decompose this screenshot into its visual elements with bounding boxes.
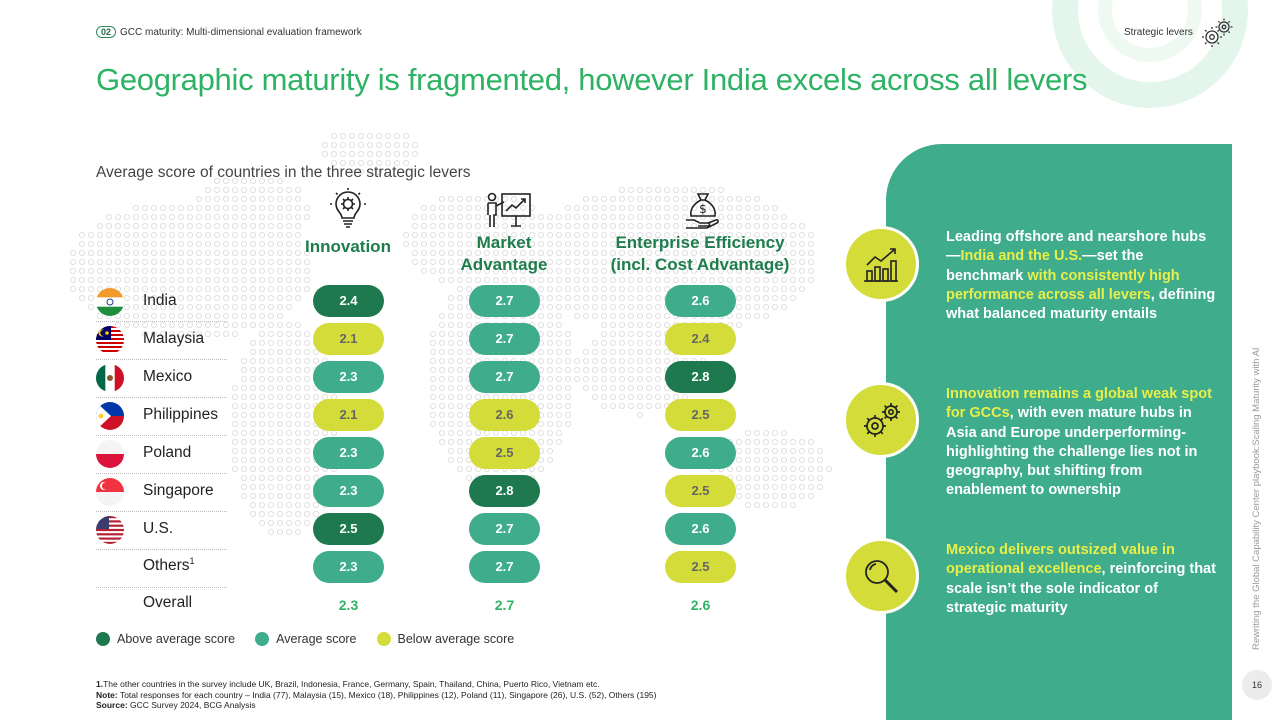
country-row-mexico: Mexico <box>96 360 227 398</box>
score-pill-innovation-us: 2.5 <box>313 513 384 545</box>
philippines-flag-icon <box>96 402 124 430</box>
score-pill-market-us: 2.7 <box>469 513 540 545</box>
gears-icon <box>1202 18 1233 47</box>
score-pill-efficiency-mexico: 2.8 <box>665 361 736 393</box>
country-row-philippines: Philippines <box>96 398 227 436</box>
score-pill-market-philippines: 2.6 <box>469 399 540 431</box>
section-number: 02 <box>96 26 117 38</box>
score-pill-market-poland: 2.5 <box>469 437 540 469</box>
country-row-malaysia: Malaysia <box>96 322 227 360</box>
country-name: Poland <box>143 444 192 461</box>
footnote-1: 1.The other countries in the survey incl… <box>96 679 600 689</box>
score-pill-efficiency-poland: 2.6 <box>665 437 736 469</box>
overall-score-innovation: 2.3 <box>338 597 359 613</box>
score-pill-efficiency-india: 2.6 <box>665 285 736 317</box>
chart-subtitle: Average score of countries in the three … <box>96 164 471 181</box>
score-pill-innovation-poland: 2.3 <box>313 437 384 469</box>
overall-score-efficiency: 2.6 <box>690 597 711 613</box>
score-pill-innovation-india: 2.4 <box>313 285 384 317</box>
footnote-note: Note: Total responses for each country –… <box>96 689 657 700</box>
mexico-flag-icon <box>96 364 124 392</box>
lever-header-innovation: Innovation <box>305 237 391 256</box>
score-pill-efficiency-us: 2.6 <box>665 513 736 545</box>
score-pill-innovation-others: 2.3 <box>313 551 384 583</box>
country-row-singapore: Singapore <box>96 474 227 512</box>
lever-header-market-advantage: Market Advantage <box>460 233 548 274</box>
country-name: Others1 <box>143 556 195 575</box>
insight-text-2: Innovation remains a global weak spot fo… <box>946 386 1212 499</box>
magnifier-icon <box>865 560 899 594</box>
poland-flag-icon <box>96 440 124 468</box>
country-row-us: U.S. <box>96 512 227 550</box>
score-pill-innovation-mexico: 2.3 <box>313 361 384 393</box>
legend-item-above: Above average score <box>96 632 235 646</box>
country-name: Philippines <box>143 406 218 423</box>
legend: Above average score Average score Below … <box>96 632 534 646</box>
overall-score-market: 2.7 <box>494 597 515 613</box>
insight-icon-circle <box>843 226 919 302</box>
score-pill-innovation-malaysia: 2.1 <box>313 323 384 355</box>
legend-item-below: Below average score <box>376 632 514 646</box>
legend-dot <box>96 632 110 646</box>
section-label: GCC maturity: Multi-dimensional evaluati… <box>120 26 362 38</box>
decorative-rings <box>1052 0 1248 108</box>
score-pill-efficiency-singapore: 2.5 <box>665 475 736 507</box>
page-title: Geographic maturity is fragmented, howev… <box>96 62 1088 97</box>
insight-icon-circle <box>843 538 919 614</box>
country-name: Singapore <box>143 482 214 499</box>
country-name: India <box>143 292 177 309</box>
score-pill-innovation-philippines: 2.1 <box>313 399 384 431</box>
header-right-label: Strategic levers <box>1124 27 1193 38</box>
insight-text-1: Leading offshore and nearshore hubs—Indi… <box>946 229 1216 323</box>
score-pill-efficiency-philippines: 2.5 <box>665 399 736 431</box>
insights-panel <box>886 144 1232 720</box>
growth-chart-icon <box>864 248 898 282</box>
country-name: Mexico <box>143 368 193 385</box>
country-row-others: Others1 <box>96 550 227 588</box>
india-flag-icon <box>96 288 124 316</box>
score-pill-efficiency-malaysia: 2.4 <box>665 323 736 355</box>
insight-text-3: Mexico delivers outsized value in operat… <box>946 542 1216 616</box>
money-bag-hand-icon: $ <box>686 193 719 229</box>
score-pill-market-singapore: 2.8 <box>469 475 540 507</box>
score-pill-innovation-singapore: 2.3 <box>313 475 384 507</box>
lightbulb-gear-icon <box>330 188 366 228</box>
score-pill-market-others: 2.7 <box>469 551 540 583</box>
page-number: 16 <box>1242 670 1272 700</box>
legend-dot <box>376 632 391 646</box>
presentation-growth-icon <box>487 192 531 227</box>
country-row-india: India <box>96 284 227 322</box>
malaysia-flag-icon <box>96 326 124 354</box>
country-name: Malaysia <box>143 330 205 347</box>
score-pill-market-malaysia: 2.7 <box>469 323 540 355</box>
country-name: U.S. <box>143 520 174 537</box>
overall-label: Overall <box>143 594 193 611</box>
footnote-source: Source: GCC Survey 2024, BCG Analysis <box>96 700 256 710</box>
legend-dot <box>255 632 270 646</box>
country-row-poland: Poland <box>96 436 227 474</box>
gears-icon <box>864 403 900 437</box>
insight-icon-circle <box>843 382 919 458</box>
score-pill-market-mexico: 2.7 <box>469 361 540 393</box>
score-pill-efficiency-others: 2.5 <box>665 551 736 583</box>
footnotes: 1.The other countries in the survey incl… <box>96 679 656 711</box>
lever-header-enterprise-efficiency: Enterprise Efficiency (incl. Cost Advant… <box>610 233 790 274</box>
us-flag-icon <box>96 516 124 544</box>
legend-item-average: Average score <box>255 632 357 646</box>
section-tag: 02 GCC maturity: Multi-dimensional evalu… <box>96 26 362 38</box>
svg-text:$: $ <box>699 202 707 216</box>
side-vertical-caption: Rewriting the Global Capability Center p… <box>1251 347 1262 650</box>
singapore-flag-icon <box>96 478 124 506</box>
score-pill-market-india: 2.7 <box>469 285 540 317</box>
